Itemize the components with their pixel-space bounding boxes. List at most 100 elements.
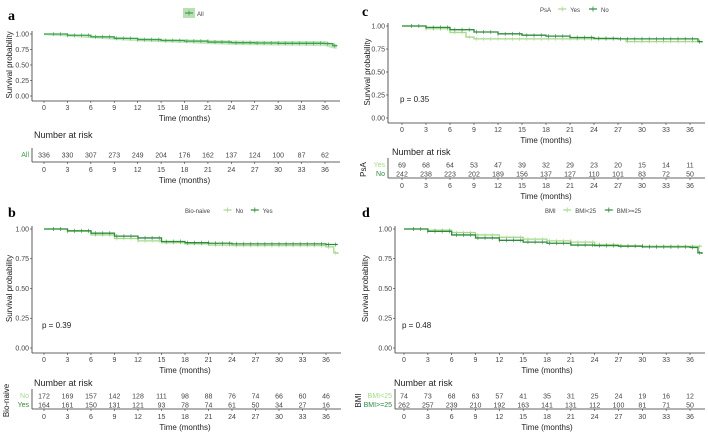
x-tick-label: 15: [518, 127, 526, 134]
x-axis-label: Time (months): [159, 366, 211, 375]
x-axis-label: Time (months): [520, 136, 572, 145]
risk-x-tick-label: 15: [158, 414, 166, 421]
risk-count: 87: [298, 153, 306, 160]
risk-count: 29: [566, 163, 574, 170]
legend-title: BMI: [545, 209, 556, 215]
x-axis-label: Time (months): [521, 366, 573, 375]
risk-count: 57: [495, 394, 503, 401]
risk-count: 69: [398, 163, 406, 170]
panel-letter: d: [362, 206, 370, 221]
y-tick-label: 0.50: [378, 286, 392, 293]
risk-table-title: Number at risk: [392, 147, 451, 157]
y-tick-label: 0.25: [371, 92, 385, 99]
y-axis-label: Survival probability: [5, 255, 14, 322]
risk-x-tick-label: 18: [181, 167, 189, 174]
panel-letter: c: [362, 5, 368, 20]
x-tick-label: 6: [89, 357, 93, 364]
risk-x-tick-label: 0: [42, 414, 46, 421]
risk-count: 98: [181, 394, 189, 401]
risk-count: 100: [613, 403, 625, 410]
y-tick-label: 0.00: [378, 345, 392, 352]
x-tick-label: 30: [275, 357, 283, 364]
risk-x-tick-label: 30: [275, 414, 283, 421]
risk-count: 128: [132, 394, 144, 401]
legend-label: All: [197, 12, 204, 18]
x-tick-label: 0: [402, 357, 406, 364]
risk-row-label: BMI<25: [368, 393, 392, 400]
risk-count: 47: [494, 163, 502, 170]
risk-count: 81: [638, 403, 646, 410]
legend-label: BMI<25: [575, 209, 597, 215]
risk-x-axis-label: Time (months): [520, 192, 572, 201]
y-tick-label: 0.75: [15, 47, 29, 54]
x-tick-label: 30: [638, 357, 646, 364]
p-value: p = 0.48: [402, 321, 432, 330]
risk-x-tick-label: 33: [298, 167, 306, 174]
survival-curve-yes: [44, 228, 338, 246]
x-tick-label: 3: [426, 357, 430, 364]
x-tick-label: 30: [638, 127, 646, 134]
risk-count: 31: [567, 394, 575, 401]
risk-x-tick-label: 21: [567, 414, 575, 421]
risk-count: 110: [588, 172, 599, 179]
risk-table-title: Number at risk: [34, 130, 93, 140]
risk-count: 210: [470, 403, 482, 410]
risk-count: 63: [472, 394, 480, 401]
risk-count: 34: [275, 403, 283, 410]
risk-count: 15: [638, 163, 646, 170]
risk-count: 223: [444, 172, 456, 179]
x-tick-label: 0: [42, 357, 46, 364]
risk-count: 50: [686, 403, 694, 410]
y-tick-label: 1.00: [15, 31, 29, 38]
risk-count: 162: [202, 153, 214, 160]
risk-row-label: Yes: [374, 162, 386, 169]
risk-count: 172: [38, 394, 50, 401]
p-value: p = 0.35: [400, 95, 430, 104]
risk-count: 60: [299, 394, 307, 401]
legend-label: No: [601, 8, 609, 14]
risk-count: 74: [400, 394, 408, 401]
risk-x-tick-label: 15: [518, 183, 526, 190]
y-axis-label: Survival probability: [361, 255, 370, 322]
risk-count: 111: [156, 394, 167, 401]
risk-count: 142: [109, 394, 121, 401]
x-tick-label: 27: [615, 357, 623, 364]
x-tick-label: 9: [472, 127, 476, 134]
risk-count: 127: [564, 172, 576, 179]
risk-count: 23: [590, 163, 598, 170]
risk-x-tick-label: 24: [227, 167, 235, 174]
risk-x-axis-label: Time (months): [159, 423, 211, 432]
legend-title: Bio-naive: [185, 209, 211, 215]
risk-count: 66: [275, 394, 283, 401]
km-panel-d: d BMI BMI<25 BMI>=250.000.250.500.751.000 3 6…: [354, 206, 705, 432]
x-tick-label: 3: [65, 105, 69, 112]
risk-count: 12: [686, 394, 694, 401]
risk-count: 19: [638, 394, 646, 401]
risk-count: 14: [662, 163, 670, 170]
risk-count: 100: [272, 153, 284, 160]
risk-count: 257: [422, 403, 434, 410]
risk-count: 68: [448, 394, 456, 401]
risk-count: 25: [591, 394, 599, 401]
risk-x-tick-label: 33: [662, 183, 670, 190]
x-tick-label: 33: [299, 357, 307, 364]
risk-count: 157: [85, 394, 97, 401]
risk-count: 202: [468, 172, 480, 179]
x-tick-label: 0: [42, 105, 46, 112]
x-tick-label: 6: [89, 105, 93, 112]
risk-count: 74: [252, 394, 260, 401]
risk-x-tick-label: 12: [495, 414, 503, 421]
risk-count: 131: [565, 403, 577, 410]
risk-y-axis-label: PsA: [359, 162, 368, 177]
panel-letter: b: [8, 206, 16, 221]
legend-label: BMI>=25: [617, 209, 642, 215]
risk-row-label: No: [376, 171, 385, 178]
risk-x-tick-label: 27: [252, 414, 260, 421]
legend-label: Yes: [570, 8, 580, 14]
risk-x-tick-label: 9: [112, 167, 116, 174]
risk-count: 50: [252, 403, 260, 410]
y-tick-label: 0.00: [15, 93, 29, 100]
risk-x-tick-label: 9: [472, 183, 476, 190]
risk-count: 11: [686, 163, 693, 170]
risk-count: 62: [321, 153, 329, 160]
